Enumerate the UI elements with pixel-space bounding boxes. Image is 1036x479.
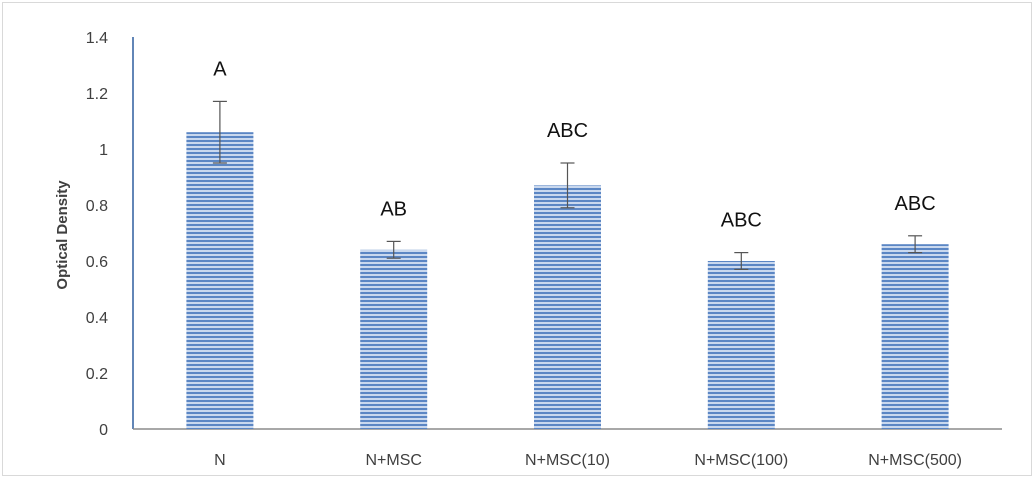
- y-tick-label: 0: [99, 422, 108, 439]
- x-tick-label: N+MSC(100): [694, 452, 788, 469]
- data-labels: N A N+MSC AB N+MSC(10) ABC N+MSC(100) ABC N+MSC(…: [213, 58, 962, 469]
- bar: [707, 261, 775, 429]
- x-tick-label: N+MSC: [365, 452, 421, 469]
- y-tick-label: 0.4: [86, 310, 108, 327]
- y-axis-label: Optical Density: [54, 180, 71, 290]
- bar: [534, 185, 601, 429]
- significance-label: ABC: [721, 210, 762, 232]
- significance-label: A: [213, 58, 227, 80]
- significance-label: ABC: [895, 193, 936, 215]
- x-tick-label: N+MSC(500): [868, 452, 962, 469]
- significance-label: AB: [380, 198, 407, 220]
- y-tick-label: 1.4: [86, 30, 108, 47]
- x-tick-label: N: [214, 452, 226, 469]
- y-tick-label: 1: [99, 142, 108, 159]
- axes: 0 0.2 0.4 0.6 0.8 1 1.2 1.4: [86, 30, 1002, 439]
- bar: [881, 244, 949, 429]
- bar: [186, 132, 254, 429]
- y-tick-label: 0.6: [86, 254, 108, 271]
- significance-label: ABC: [547, 120, 588, 142]
- x-tick-label: N+MSC(10): [525, 452, 610, 469]
- y-tick-label: 0.8: [86, 198, 108, 215]
- y-tick-label: 1.2: [86, 86, 108, 103]
- y-tick-label: 0.2: [86, 366, 108, 383]
- bars: [186, 100, 949, 429]
- bar: [360, 249, 428, 429]
